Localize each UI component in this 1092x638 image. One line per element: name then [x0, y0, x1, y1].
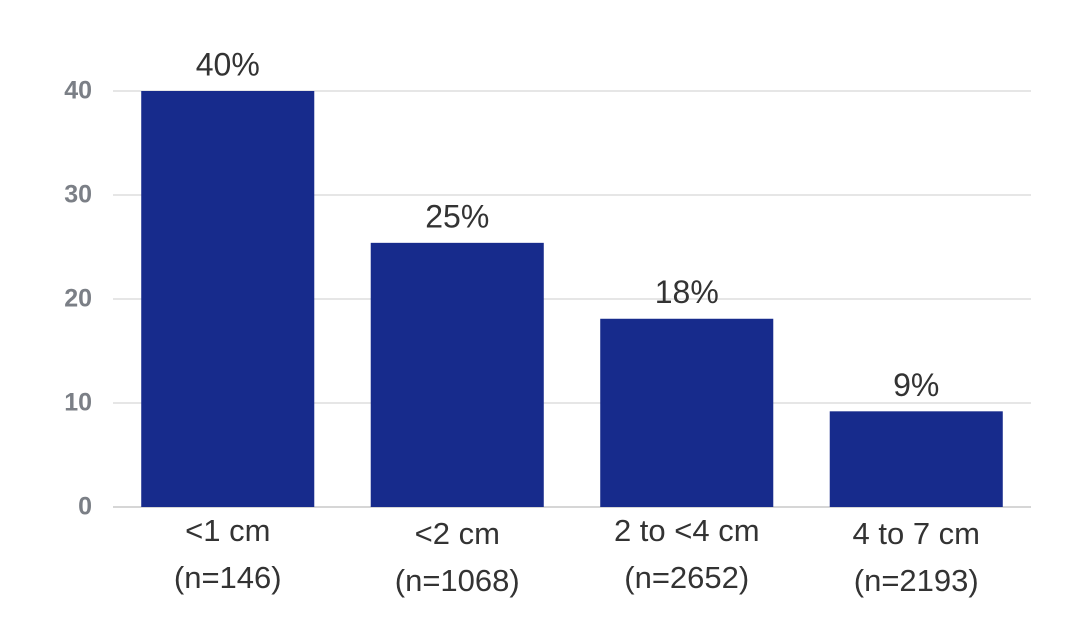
x-tick-label: (n=2652) — [624, 560, 749, 595]
y-tick-label: 30 — [64, 181, 92, 209]
x-tick-label: 4 to 7 cm — [853, 516, 981, 551]
data-label: 9% — [893, 367, 939, 403]
y-tick-label: 40 — [64, 77, 92, 105]
x-tick-label: <2 cm — [415, 516, 500, 551]
x-tick-label: (n=2193) — [854, 563, 979, 598]
bar — [829, 411, 1003, 507]
x-tick-label: 2 to <4 cm — [614, 513, 760, 548]
x-tick-label: <1 cm — [185, 513, 270, 548]
y-tick-label: 0 — [78, 493, 92, 521]
data-label: 40% — [196, 46, 260, 82]
bar — [600, 318, 774, 507]
y-tick-label: 20 — [64, 285, 92, 313]
bar — [141, 91, 315, 507]
bar — [370, 242, 544, 507]
x-tick-label: (n=146) — [174, 560, 282, 595]
data-label: 25% — [425, 198, 489, 234]
data-label: 18% — [655, 274, 719, 310]
x-tick-label: (n=1068) — [395, 563, 520, 598]
y-tick-label: 10 — [64, 389, 92, 417]
